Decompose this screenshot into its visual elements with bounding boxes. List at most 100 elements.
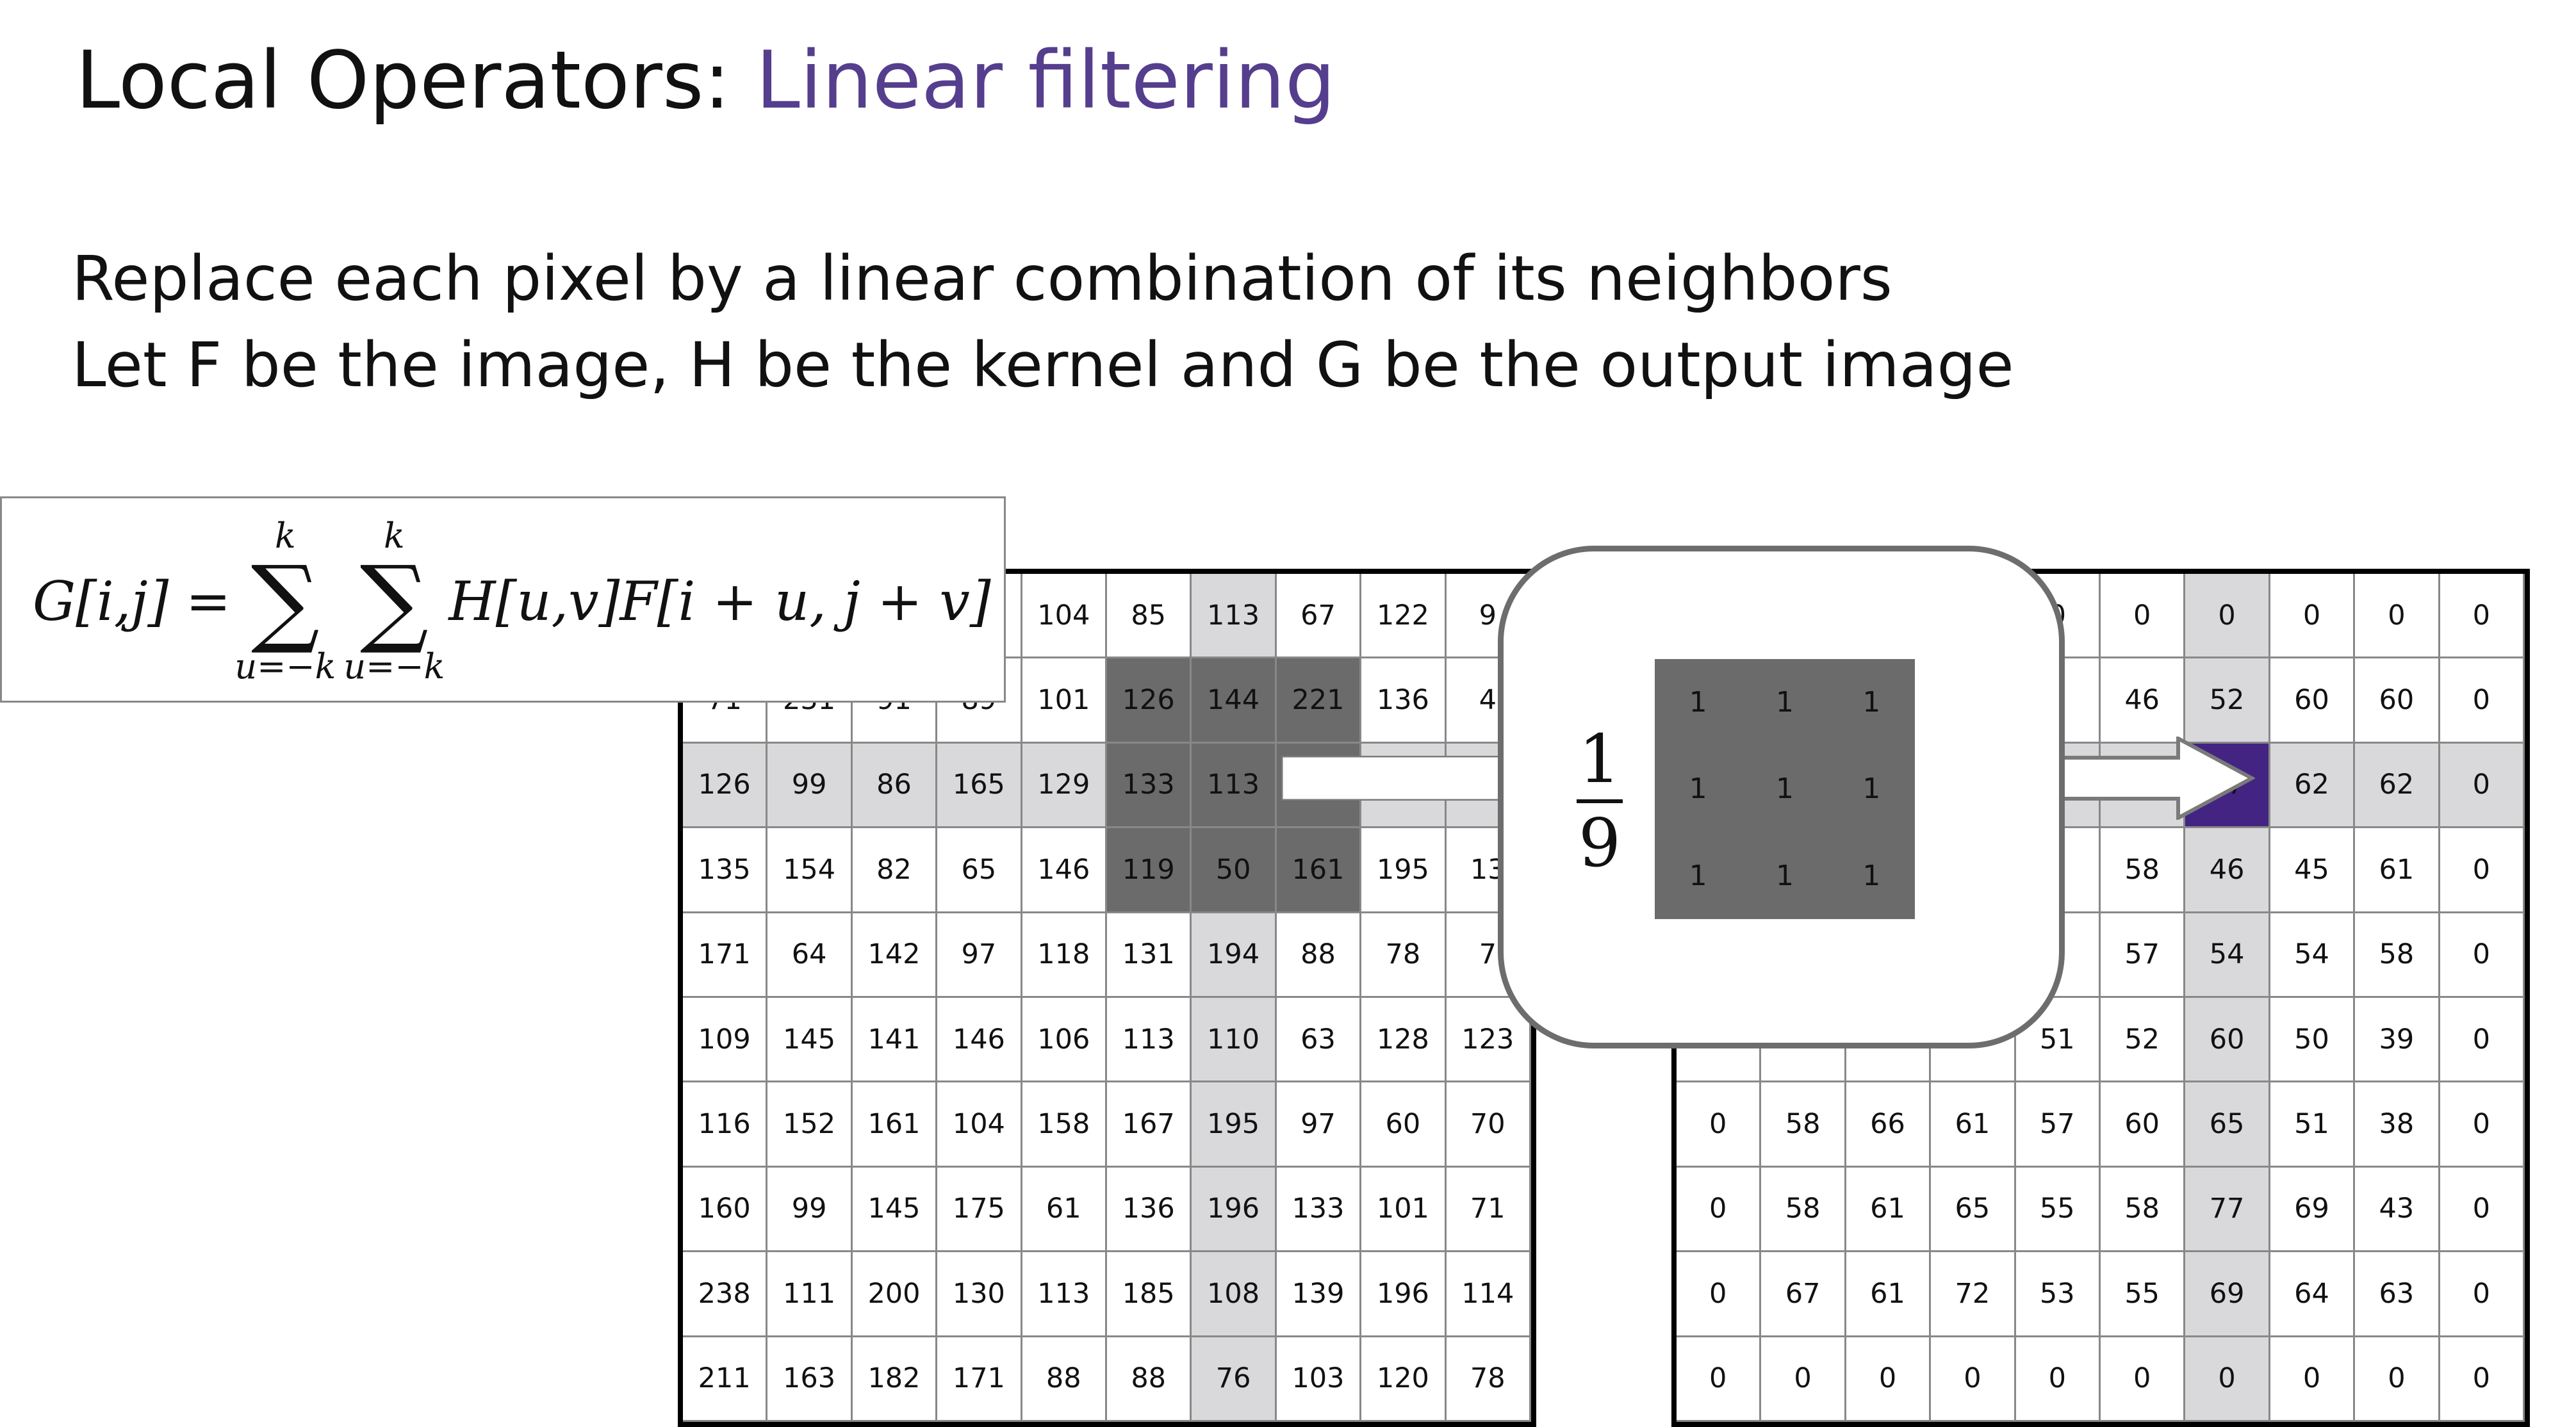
sum-symbol-2: k ∑ u=−k	[343, 516, 445, 687]
kernel-cell: 1	[1775, 772, 1794, 806]
kernel-cell: 1	[1689, 772, 1707, 806]
grid-cell: 61	[2355, 828, 2440, 913]
grid-cell: 136	[1106, 1167, 1192, 1253]
grid-cell: 0	[2355, 574, 2440, 659]
grid-cell: 0	[1931, 1337, 2016, 1422]
grid-cell: 52	[2100, 997, 2186, 1083]
formula-lhs: G[i,j] =	[33, 570, 231, 633]
grid-cell: 0	[2270, 1337, 2356, 1422]
grid-cell: 128	[1361, 997, 1447, 1083]
grid-cell: 129	[1022, 743, 1107, 829]
grid-cell: 113	[1192, 743, 1277, 829]
grid-cell: 113	[1106, 997, 1192, 1083]
grid-cell: 160	[683, 1167, 768, 1253]
grid-cell: 135	[683, 828, 768, 913]
kernel-cell: 1	[1689, 859, 1707, 892]
grid-cell: 120	[1361, 1337, 1447, 1422]
grid-cell: 55	[2100, 1252, 2186, 1337]
grid-cell: 46	[2100, 658, 2186, 744]
grid-cell: 43	[2355, 1167, 2440, 1253]
grid-cell: 113	[1022, 1252, 1107, 1337]
grid-cell: 158	[1022, 1082, 1107, 1168]
grid-cell: 0	[1677, 1337, 1762, 1422]
grid-cell	[1931, 997, 2016, 1083]
grid-cell: 78	[1446, 1337, 1531, 1422]
grid-cell: 154	[767, 828, 853, 913]
grid-cell: 114	[1446, 1252, 1531, 1337]
grid-cell: 195	[1361, 828, 1447, 913]
grid-cell: 88	[1106, 1337, 1192, 1422]
sum2-lower: u=−k	[343, 646, 445, 687]
kernel-matrix: 1 1 1 1 1 1 1 1 1	[1655, 659, 1915, 919]
grid-cell: 0	[1761, 1337, 1846, 1422]
grid-cell: 82	[852, 828, 938, 913]
grid-cell: 163	[767, 1337, 853, 1422]
grid-cell: 130	[937, 1252, 1022, 1337]
grid-cell: 133	[1276, 1167, 1362, 1253]
grid-cell: 101	[1022, 658, 1107, 744]
grid-cell: 103	[1276, 1337, 1362, 1422]
bullet-line-1: Replace each pixel by a linear combinati…	[72, 243, 1892, 314]
grid-cell: 0	[2440, 1252, 2525, 1337]
grid-cell: 131	[1106, 913, 1192, 998]
grid-cell: 0	[2440, 743, 2525, 829]
grid-cell: 61	[1931, 1082, 2016, 1168]
convolution-formula: G[i,j] = k ∑ u=−k k ∑ u=−k H[u,v]F[i + u…	[0, 496, 1006, 703]
grid-cell: 200	[852, 1252, 938, 1337]
grid-cell: 0	[2440, 1337, 2525, 1422]
grid-cell: 0	[2355, 1337, 2440, 1422]
grid-cell: 142	[852, 913, 938, 998]
grid-cell: 63	[1276, 997, 1362, 1083]
grid-cell: 196	[1192, 1167, 1277, 1253]
grid-cell: 0	[2185, 1337, 2270, 1422]
grid-cell: 0	[1677, 1167, 1762, 1253]
grid-cell: 69	[2185, 1252, 2270, 1337]
grid-cell: 88	[1022, 1337, 1107, 1422]
grid-cell: 51	[2015, 997, 2101, 1083]
grid-cell: 60	[2100, 1082, 2186, 1168]
grid-cell: 86	[852, 743, 938, 829]
grid-cell: 60	[1361, 1082, 1447, 1168]
grid-cell: 144	[1192, 658, 1277, 744]
grid-cell: 0	[1677, 1082, 1762, 1168]
grid-cell: 46	[2185, 828, 2270, 913]
kernel-cell: 1	[1689, 686, 1707, 719]
grid-cell: 0	[2185, 574, 2270, 659]
grid-cell: 39	[2355, 997, 2440, 1083]
grid-cell: 161	[1276, 828, 1362, 913]
grid-cell: 0	[2440, 828, 2525, 913]
fraction-denominator: 9	[1578, 804, 1621, 883]
grid-cell: 110	[1192, 997, 1277, 1083]
grid-cell: 136	[1361, 658, 1447, 744]
grid-cell: 65	[1931, 1167, 2016, 1253]
grid-cell: 62	[2270, 743, 2356, 829]
grid-cell: 238	[683, 1252, 768, 1337]
grid-cell: 145	[852, 1167, 938, 1253]
grid-cell: 221	[1276, 658, 1362, 744]
grid-cell: 45	[2270, 828, 2356, 913]
grid-cell: 106	[1022, 997, 1107, 1083]
grid-cell: 145	[767, 997, 853, 1083]
grid-cell: 0	[1677, 1252, 1762, 1337]
grid-cell: 0	[1846, 1337, 1932, 1422]
grid-cell: 165	[937, 743, 1022, 829]
kernel-cell: 1	[1775, 859, 1794, 892]
grid-cell: 99	[767, 743, 853, 829]
grid-cell: 141	[852, 997, 938, 1083]
grid-cell: 51	[2270, 1082, 2356, 1168]
grid-cell: 58	[1761, 1082, 1846, 1168]
grid-cell: 55	[2015, 1167, 2101, 1253]
input-image-grid: 1048511367122971231918910112614422113641…	[678, 569, 1536, 1427]
sum2-upper: k	[383, 516, 405, 556]
grid-cell: 62	[2355, 743, 2440, 829]
kernel-normalization: 1 9	[1568, 724, 1632, 878]
title-accent: Linear filtering	[755, 35, 1336, 127]
grid-cell: 0	[2015, 1337, 2101, 1422]
grid-cell: 171	[937, 1337, 1022, 1422]
grid-cell: 70	[1446, 1082, 1531, 1168]
grid-cell: 65	[2185, 1082, 2270, 1168]
grid-cell: 60	[2270, 658, 2356, 744]
grid-cell: 57	[2015, 1082, 2101, 1168]
fraction-numerator: 1	[1578, 720, 1621, 798]
arrow-right-icon	[2056, 737, 2255, 820]
